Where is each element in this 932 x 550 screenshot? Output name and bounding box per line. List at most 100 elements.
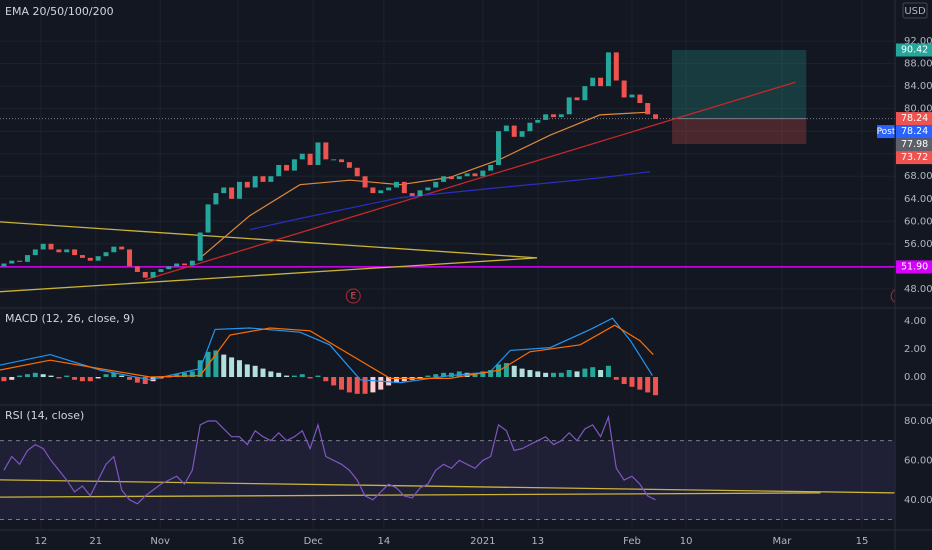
candle bbox=[331, 159, 337, 161]
candle bbox=[519, 131, 525, 137]
x-tick-label: Nov bbox=[150, 536, 170, 547]
candle bbox=[150, 271, 156, 278]
candle bbox=[284, 164, 290, 171]
candle bbox=[425, 187, 431, 191]
macd-line bbox=[0, 324, 654, 379]
candle bbox=[87, 257, 93, 261]
price-label: 78.24 bbox=[901, 126, 928, 137]
histogram-bar bbox=[87, 377, 93, 382]
histogram-bar bbox=[64, 375, 70, 378]
ema-line bbox=[199, 111, 651, 259]
candle bbox=[346, 162, 352, 168]
candle bbox=[598, 77, 604, 87]
candle bbox=[24, 255, 30, 262]
histogram-bar bbox=[378, 377, 384, 390]
histogram-bar bbox=[370, 377, 376, 393]
histogram-bar bbox=[221, 354, 227, 378]
histogram-bar bbox=[393, 377, 399, 383]
earnings-marker bbox=[890, 289, 895, 303]
macd-title: MACD (12, 26, close, 9) bbox=[5, 312, 134, 325]
currency[interactable]: USD bbox=[904, 6, 926, 17]
histogram-bar bbox=[480, 371, 486, 378]
histogram-bar bbox=[1, 377, 7, 382]
trend-line bbox=[0, 221, 538, 259]
y-tick-label: 60.00 bbox=[904, 455, 932, 466]
candle bbox=[236, 181, 242, 199]
y-tick-label: 80.00 bbox=[904, 104, 932, 115]
candle bbox=[645, 103, 651, 115]
histogram-bar bbox=[598, 370, 604, 378]
histogram-bar bbox=[339, 377, 345, 390]
candle bbox=[401, 181, 407, 194]
histogram-bar bbox=[323, 377, 329, 382]
candle bbox=[127, 249, 133, 267]
candle bbox=[472, 173, 478, 177]
candle bbox=[550, 114, 556, 118]
y-tick-label: 92.00 bbox=[904, 36, 932, 47]
currency-box[interactable] bbox=[902, 2, 928, 19]
y-tick-label: 40.00 bbox=[904, 495, 932, 506]
histogram-bar bbox=[56, 377, 62, 379]
price-label-box bbox=[896, 125, 932, 139]
candle bbox=[79, 255, 85, 258]
price-pane-title: EMA 20/50/100/200 bbox=[5, 5, 114, 18]
candle bbox=[291, 159, 297, 171]
candle bbox=[299, 153, 305, 160]
candle bbox=[496, 131, 502, 165]
candle bbox=[339, 159, 345, 163]
rsi-line bbox=[3, 414, 656, 505]
candle bbox=[362, 176, 368, 188]
candle bbox=[378, 190, 384, 194]
candle bbox=[142, 271, 148, 278]
y-tick-label: 2.00 bbox=[904, 344, 926, 355]
histogram-bar bbox=[590, 367, 596, 378]
y-tick-label: 48.00 bbox=[904, 284, 932, 295]
x-tick-label: 16 bbox=[232, 536, 245, 547]
candle bbox=[56, 249, 62, 253]
histogram-bar bbox=[629, 377, 635, 387]
histogram-bar bbox=[346, 377, 352, 393]
histogram-bar bbox=[181, 372, 187, 378]
histogram-bar bbox=[425, 375, 431, 378]
candle bbox=[370, 187, 376, 194]
y-tick-label: 84.00 bbox=[904, 81, 932, 92]
ema-line bbox=[249, 171, 651, 231]
histogram-bar bbox=[268, 371, 274, 378]
candle bbox=[307, 153, 313, 165]
y-tick-label: 60.00 bbox=[904, 216, 932, 227]
candle bbox=[276, 164, 282, 177]
x-tick-label: Mar bbox=[773, 536, 793, 547]
histogram-bar bbox=[653, 377, 659, 396]
histogram-bar bbox=[307, 377, 313, 379]
candle bbox=[103, 252, 109, 257]
position-stop bbox=[672, 118, 807, 145]
histogram-bar bbox=[401, 377, 407, 382]
price-label: 78.24 bbox=[901, 113, 928, 124]
histogram-bar bbox=[621, 377, 627, 385]
price-label: 77.98 bbox=[901, 139, 928, 150]
histogram-bar bbox=[433, 374, 439, 378]
candle bbox=[158, 269, 164, 272]
tag-box bbox=[877, 125, 895, 139]
candle bbox=[40, 243, 46, 250]
price-label-box bbox=[896, 151, 932, 165]
histogram-bar bbox=[103, 374, 109, 378]
histogram-bar bbox=[9, 377, 15, 380]
plot-area: EE bbox=[0, 0, 895, 530]
candle bbox=[386, 187, 392, 191]
x-tick-label: 12 bbox=[34, 536, 47, 547]
histogram-bar bbox=[189, 371, 195, 378]
histogram-bar bbox=[79, 377, 85, 382]
x-tick-label: 2021 bbox=[470, 536, 495, 547]
candle bbox=[637, 94, 643, 104]
histogram-bar bbox=[582, 368, 588, 378]
candle bbox=[629, 94, 635, 98]
histogram-bar bbox=[417, 377, 423, 379]
candle bbox=[111, 246, 117, 253]
candle bbox=[64, 249, 70, 253]
histogram-bar bbox=[127, 377, 133, 380]
candle bbox=[543, 114, 549, 120]
earnings-marker bbox=[345, 288, 361, 304]
candle bbox=[488, 164, 494, 171]
